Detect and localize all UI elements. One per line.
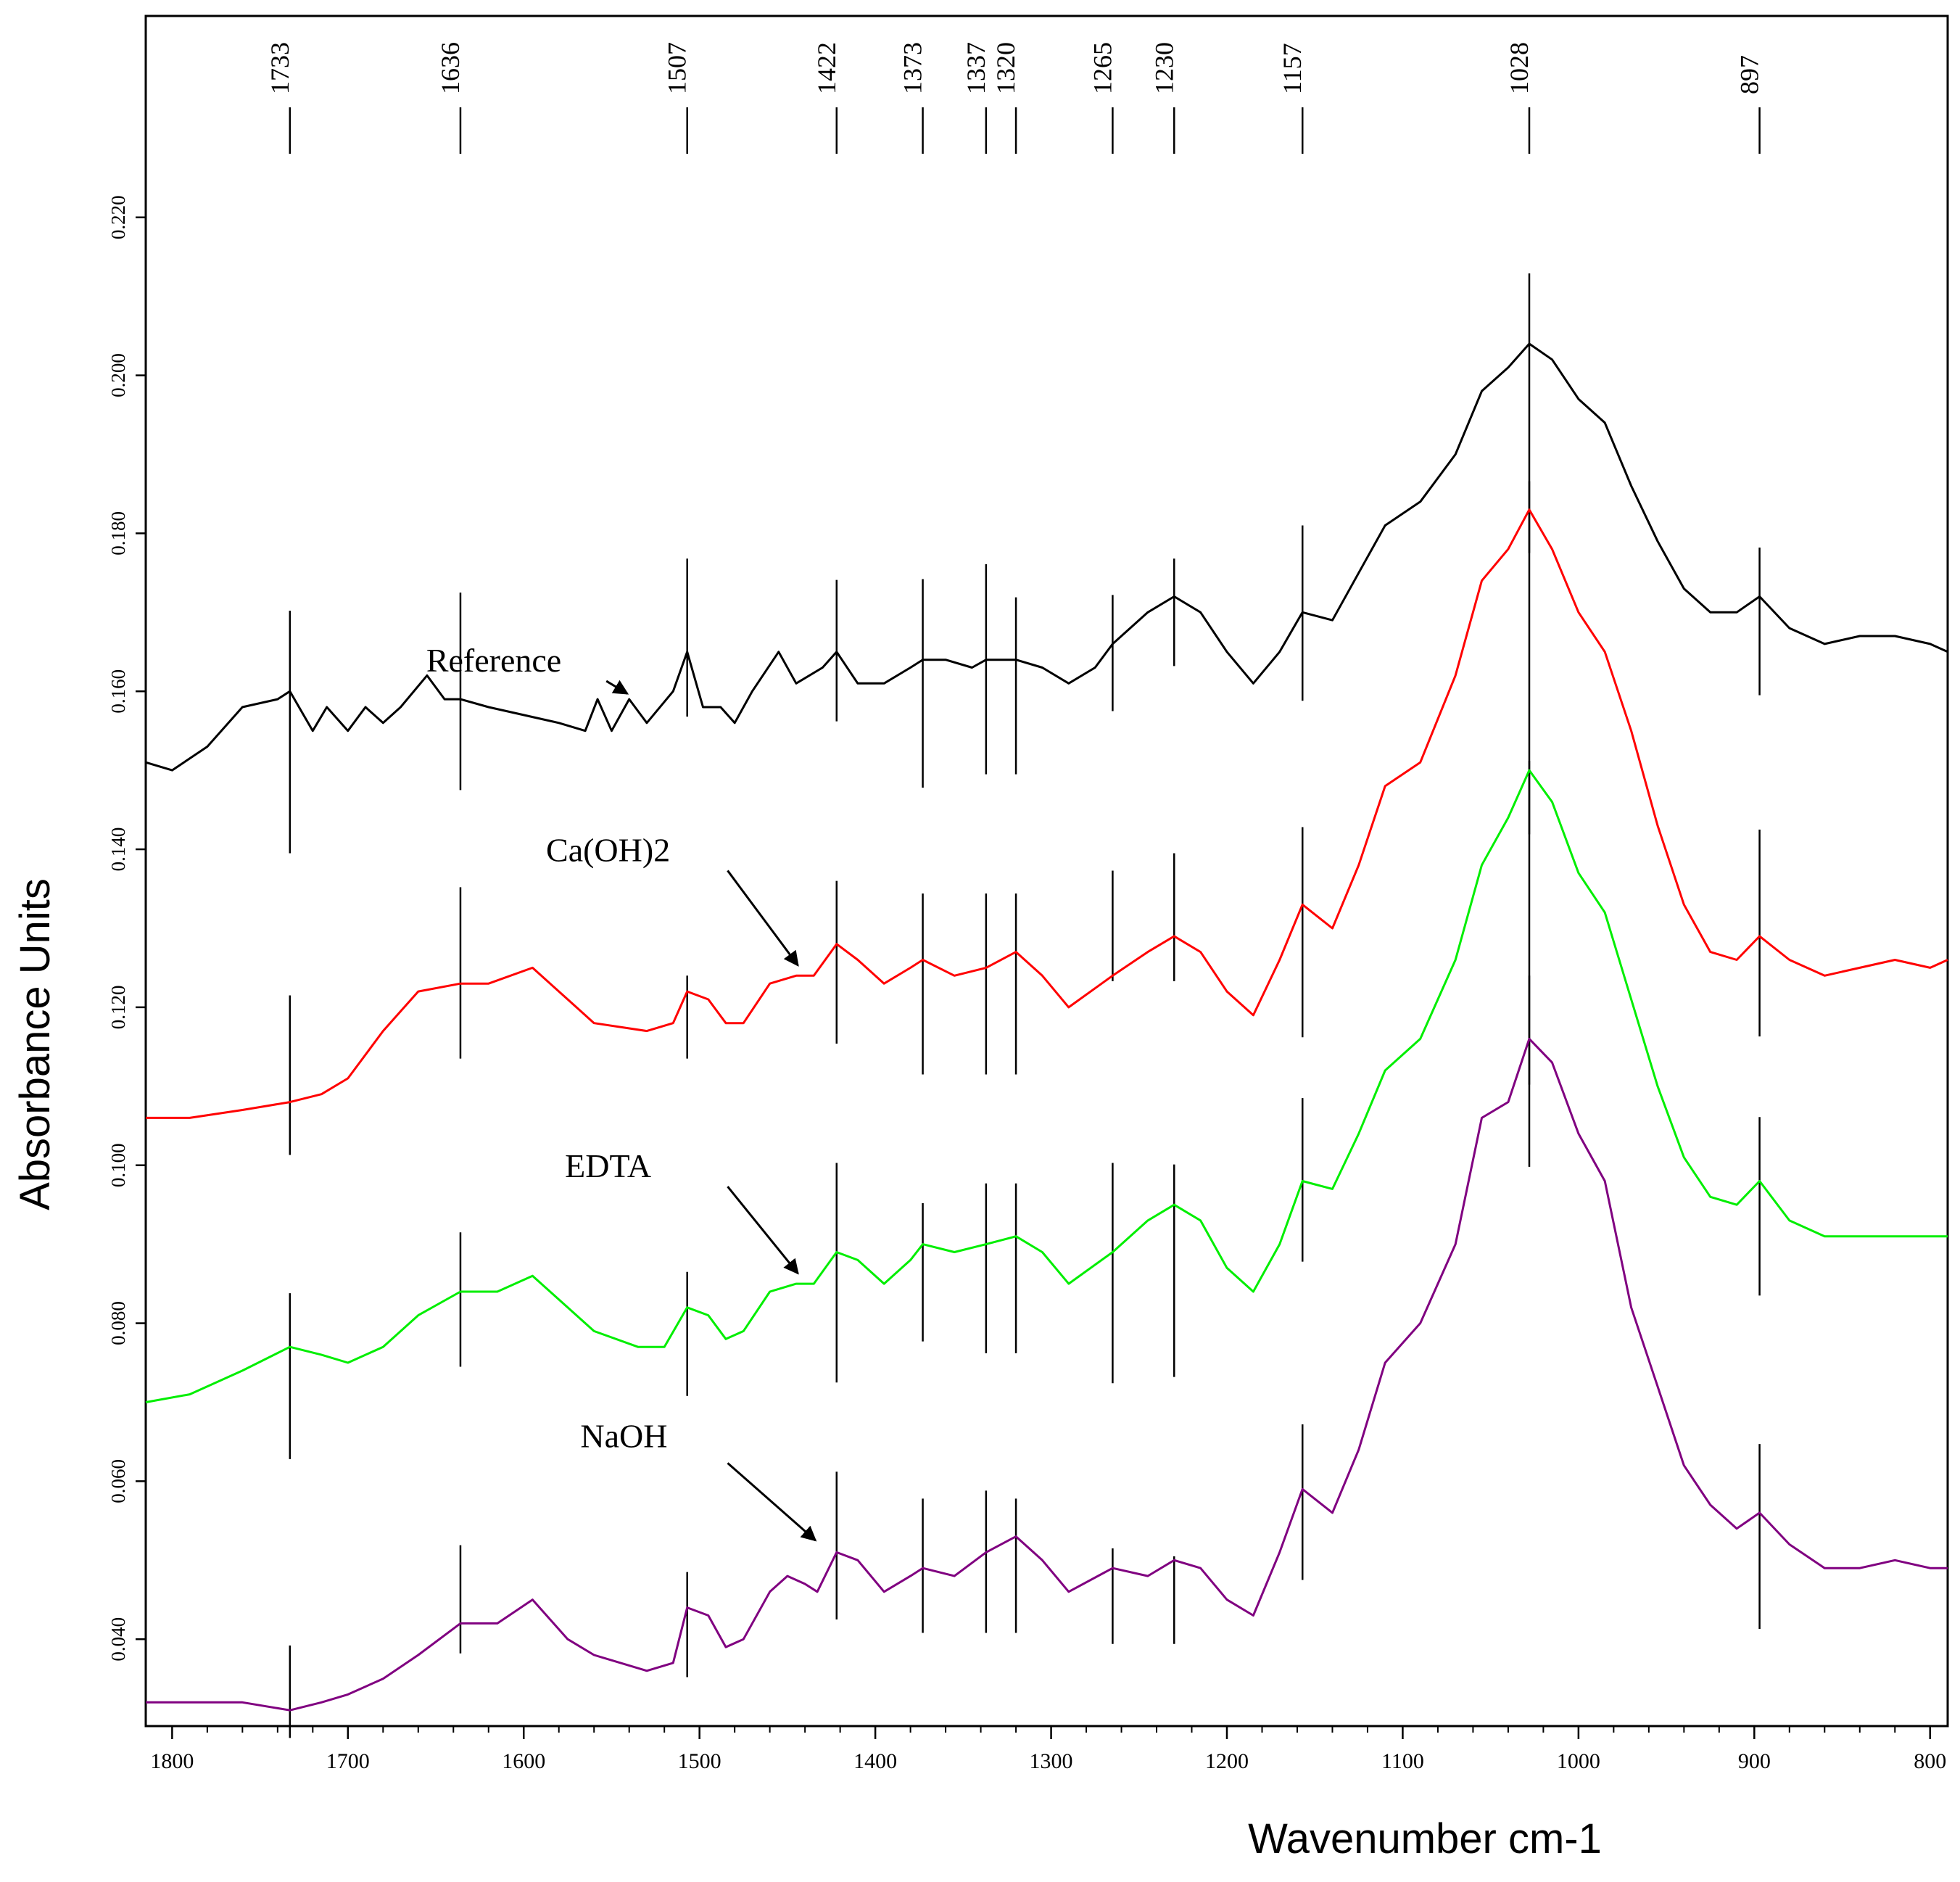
x-tick-label: 1600 — [502, 1749, 545, 1773]
series-line-2 — [145, 769, 1948, 1403]
series-line-1 — [146, 508, 1948, 1119]
peak-label: 1422 — [812, 42, 841, 94]
peak-label: 1733 — [265, 42, 294, 94]
peak-label: 1636 — [436, 42, 465, 94]
peak-label: 897 — [1735, 55, 1764, 94]
peak-label: 1157 — [1278, 43, 1307, 94]
series-line-3 — [146, 1037, 1948, 1712]
y-tick-label: 0.160 — [107, 669, 129, 714]
series-line-0 — [145, 342, 1948, 772]
x-axis-title: Wavenumber cm-1 — [1248, 1815, 1602, 1862]
series-arrow — [727, 870, 799, 967]
series-label: NaOH — [580, 1418, 667, 1455]
series-arrow — [727, 1186, 799, 1275]
y-tick-label: 0.200 — [107, 353, 129, 397]
x-tick-label: 1700 — [326, 1749, 370, 1773]
x-tick-label: 1100 — [1381, 1749, 1424, 1773]
peak-label: 1337 — [962, 42, 991, 94]
x-tick-label: 1200 — [1205, 1749, 1249, 1773]
y-tick-label: 0.060 — [107, 1459, 129, 1503]
annotation-layer: Reference Ca(OH)2 EDTA NaOH — [426, 642, 817, 1542]
series-label: Ca(OH)2 — [546, 831, 670, 868]
x-tick-label: 1500 — [678, 1749, 721, 1773]
x-tick-label: 900 — [1738, 1749, 1771, 1773]
series-label: Reference — [426, 642, 561, 679]
y-tick-label: 0.140 — [107, 827, 129, 872]
y-tick-label: 0.100 — [107, 1143, 129, 1187]
y-tick-label: 0.220 — [107, 195, 129, 239]
x-tick-label: 1400 — [853, 1749, 897, 1773]
series-arrow — [727, 1462, 817, 1542]
series-label: EDTA — [565, 1147, 651, 1184]
spectra-layer — [145, 342, 1948, 1712]
y-tick-label: 0.120 — [107, 986, 129, 1030]
peak-label: 1265 — [1088, 42, 1117, 94]
y-axis-title: Absorbance Units — [12, 878, 59, 1210]
plot-frame — [144, 15, 1949, 1728]
series-arrow — [605, 680, 629, 695]
peak-label: 1507 — [663, 42, 692, 94]
x-tick-label: 1300 — [1030, 1749, 1073, 1773]
peak-label: 1230 — [1149, 42, 1178, 94]
peak-label: 1373 — [898, 42, 927, 94]
x-tick-label: 800 — [1914, 1749, 1946, 1773]
y-tick-label: 0.040 — [107, 1617, 129, 1662]
x-tick-label: 1800 — [150, 1749, 194, 1773]
y-tick-label: 0.180 — [107, 511, 129, 556]
y-tick-label: 0.080 — [107, 1301, 129, 1345]
peak-label: 1028 — [1505, 42, 1534, 94]
x-tick-label: 1000 — [1557, 1749, 1600, 1773]
axis-layer: 1800 1700 1600 1500 1400 1300 1200 1100 1000 900 8… — [107, 42, 1946, 1773]
peak-label: 1320 — [991, 42, 1020, 94]
